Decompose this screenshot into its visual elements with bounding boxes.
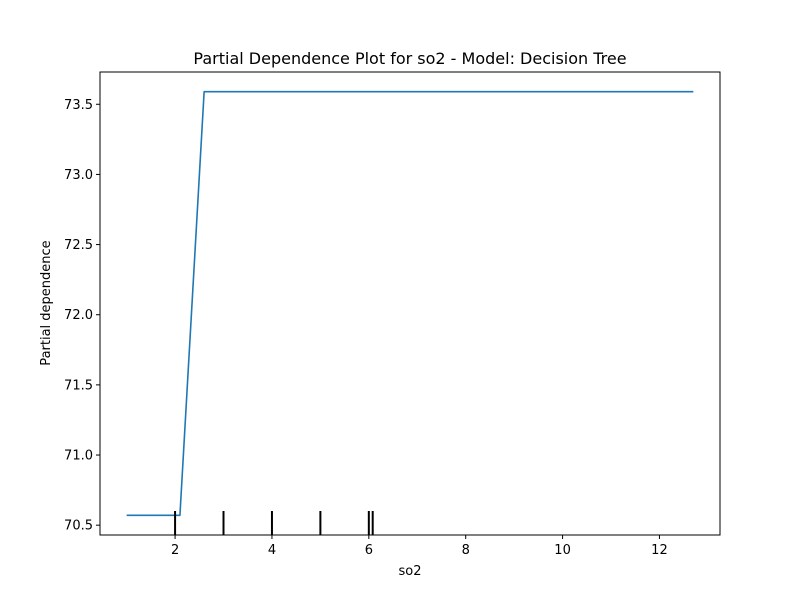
chart-title: Partial Dependence Plot for so2 - Model:… bbox=[193, 49, 626, 68]
y-tick-label-4: 72.5 bbox=[64, 238, 93, 253]
x-tick-label-3: 8 bbox=[462, 543, 470, 558]
x-tick-label-0: 2 bbox=[171, 543, 179, 558]
y-tick-label-5: 73.0 bbox=[64, 168, 93, 183]
x-tick-label-2: 6 bbox=[365, 543, 373, 558]
x-axis-label: so2 bbox=[399, 564, 422, 579]
x-tick-label-5: 12 bbox=[651, 543, 668, 558]
y-tick-label-3: 72.0 bbox=[64, 308, 93, 323]
y-axis-label: Partial dependence bbox=[39, 240, 54, 365]
y-tick-label-0: 70.5 bbox=[64, 519, 93, 534]
y-tick-label-2: 71.5 bbox=[64, 378, 93, 393]
x-tick-label-1: 4 bbox=[268, 543, 276, 558]
y-tick-label-1: 71.0 bbox=[64, 449, 93, 464]
plot-area: 2 4 6 8 10 12 70.5 71.0 71.5 72.0 72.5 73.0 73.5 bbox=[64, 71, 721, 558]
x-tick-label-4: 10 bbox=[554, 543, 571, 558]
y-tick-label-6: 73.5 bbox=[64, 98, 93, 113]
plot-frame bbox=[99, 71, 721, 536]
series-line-0 bbox=[126, 90, 694, 517]
